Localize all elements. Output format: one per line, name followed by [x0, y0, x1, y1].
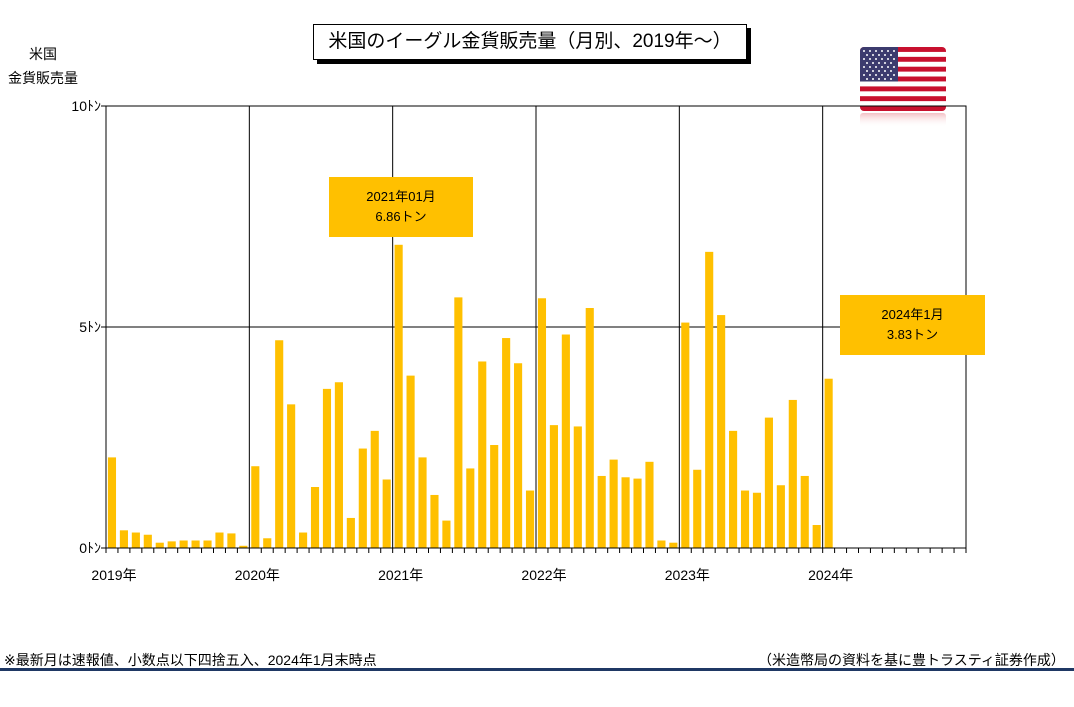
bar — [322, 388, 332, 548]
bar — [418, 457, 427, 548]
bar — [585, 307, 594, 548]
bar — [490, 445, 499, 548]
bar — [525, 490, 535, 548]
bar — [251, 466, 260, 548]
bar — [812, 525, 821, 548]
footnote-source: （米造幣局の資料を基に豊トラスティ証券作成） — [758, 652, 1065, 668]
bar — [478, 361, 487, 548]
bar — [167, 541, 176, 548]
bar — [729, 430, 738, 548]
bar — [549, 425, 558, 548]
bar — [681, 322, 690, 548]
bar — [561, 334, 570, 548]
x-tick-label: 2021年 — [378, 567, 423, 583]
bar — [143, 534, 152, 548]
bar — [107, 457, 117, 548]
bar-chart: 0ﾄﾝ 5ﾄﾝ 10ﾄﾝ 2019年 2020年 2021年 2022年 2023年 2024年 — [71, 98, 967, 583]
footnote-left: ※最新月は速報値、小数点以下四捨五入、2024年1月末時点 — [4, 652, 377, 668]
x-tick-label: 2023年 — [665, 567, 710, 583]
bar — [155, 542, 164, 548]
bar — [609, 459, 618, 548]
bar — [800, 475, 809, 548]
bar — [788, 399, 797, 548]
bar — [334, 382, 343, 548]
bar — [179, 540, 188, 548]
chart-title: 米国のイーグル金貨販売量（月別、2019年～） — [313, 24, 747, 60]
axis-layer: 0ﾄﾝ 5ﾄﾝ 10ﾄﾝ 2019年 2020年 2021年 2022年 2023年 2024年 — [71, 98, 967, 583]
y-axis-label-line-2: 金貨販売量 — [8, 70, 78, 86]
bar — [203, 540, 212, 548]
bar — [657, 540, 666, 548]
y-tick-label: 10ﾄﾝ — [71, 98, 101, 114]
bar — [669, 542, 678, 548]
bar — [764, 417, 773, 548]
bar-layer — [107, 244, 833, 549]
bar — [454, 297, 463, 548]
bar — [752, 492, 762, 548]
bar — [358, 448, 367, 548]
y-axis-label: 米国 金貨販売量 — [8, 42, 78, 90]
annotation-2024-01-value: 3.83トン — [886, 327, 939, 342]
bar — [191, 540, 200, 548]
bottom-rule — [0, 668, 1074, 671]
annotation-2024-01: 2024年1月 3.83トン — [840, 295, 985, 355]
x-tick-label: 2019年 — [91, 567, 136, 583]
bar — [621, 477, 630, 548]
bar — [310, 487, 320, 548]
bar — [633, 478, 642, 548]
bar — [370, 430, 379, 548]
annotation-2021-01: 2021年01月 6.86トン — [329, 177, 473, 237]
bar — [645, 461, 654, 548]
grid-layer — [105, 105, 967, 549]
bar — [430, 494, 439, 548]
bar — [394, 244, 403, 548]
annotation-2021-01-date: 2021年01月 — [366, 189, 436, 204]
bar — [442, 520, 451, 548]
y-axis-label-line-1: 米国 — [29, 46, 57, 62]
bar — [299, 532, 308, 548]
bar — [119, 530, 128, 548]
bar — [776, 485, 785, 548]
bar — [502, 338, 511, 548]
annotation-2024-01-date: 2024年1月 — [881, 307, 944, 322]
bar — [537, 298, 547, 548]
bar — [227, 533, 236, 548]
x-tick-label: 2020年 — [235, 567, 280, 583]
bar — [382, 479, 391, 548]
us-flag-icon — [860, 47, 946, 127]
y-tick-label: 5ﾄﾝ — [79, 319, 101, 335]
bar — [131, 532, 140, 548]
bar — [705, 251, 714, 549]
bar — [717, 315, 726, 548]
x-tick-label: 2024年 — [808, 567, 853, 583]
y-tick-label: 0ﾄﾝ — [79, 540, 101, 556]
bar — [215, 532, 224, 548]
bar — [573, 426, 582, 548]
bar — [406, 375, 415, 548]
bar — [239, 545, 248, 548]
bar — [287, 404, 296, 548]
bar — [263, 538, 272, 548]
bar — [824, 378, 833, 548]
bar — [466, 468, 475, 548]
bar — [514, 363, 523, 548]
bar — [275, 340, 284, 548]
bar — [346, 517, 355, 548]
bar — [693, 469, 702, 548]
bar — [740, 490, 750, 548]
annotation-2021-01-value: 6.86トン — [375, 209, 427, 224]
bar — [597, 475, 606, 548]
x-tick-label: 2022年 — [521, 567, 566, 583]
